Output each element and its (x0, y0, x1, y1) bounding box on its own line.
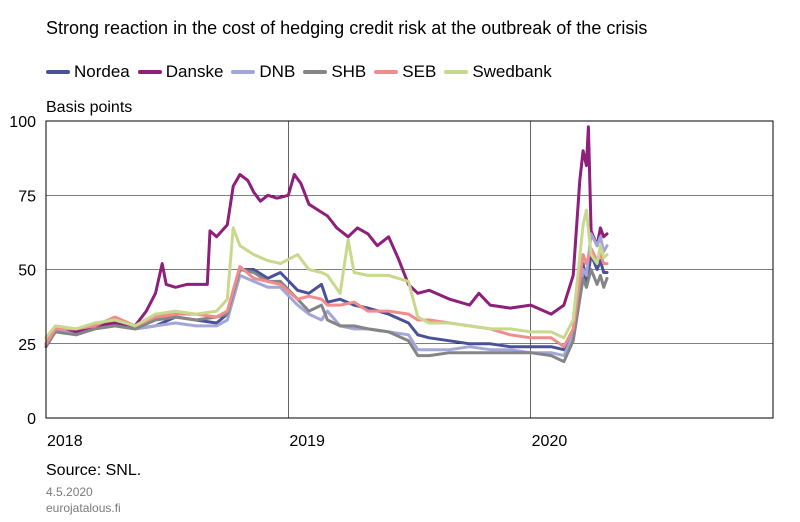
y-tick-labels: 0 25 50 75 100 (9, 114, 36, 428)
y-tick-label-75: 75 (18, 188, 36, 205)
x-tick-labels: 2018 2019 2020 (47, 433, 567, 450)
y-axis-unit-label: Basis points (46, 99, 133, 116)
legend-swatch-dnb (231, 70, 256, 74)
gridlines (46, 121, 773, 418)
x-tick-label-2018: 2018 (47, 433, 83, 450)
series-lines (44, 125, 609, 364)
legend-label-shb: SHB (331, 62, 367, 81)
legend-item-nordea: Nordea (46, 62, 130, 82)
legend-label-dnb: DNB (259, 62, 296, 81)
x-tick-label-2020: 2020 (532, 433, 568, 450)
y-tick-label-0: 0 (27, 411, 36, 428)
series-line-swedbank (44, 208, 609, 340)
legend-item-dnb: DNB (231, 62, 295, 82)
legend-item-swedbank: Swedbank (444, 62, 552, 82)
legend-label-nordea: Nordea (74, 62, 130, 81)
plot-frame (45, 120, 774, 419)
series-line-seb (44, 247, 609, 349)
y-tick-label-25: 25 (18, 337, 36, 354)
legend-item-danske: Danske (137, 62, 224, 82)
legend: Nordea Danske DNB SHB SEB Swedbank (46, 62, 560, 82)
legend-item-seb: SEB (374, 62, 436, 82)
series-line-danske (44, 125, 609, 346)
y-tick-label-100: 100 (9, 114, 36, 131)
legend-label-swedbank: Swedbank (472, 62, 552, 81)
publication-date: 4.5.2020 (46, 485, 93, 499)
x-tick-label-2019: 2019 (289, 433, 325, 450)
legend-swatch-swedbank (444, 70, 469, 74)
legend-swatch-nordea (46, 70, 70, 74)
legend-label-danske: Danske (165, 62, 224, 81)
legend-item-shb: SHB (303, 62, 366, 82)
series-line-shb (44, 268, 609, 364)
site-name: eurojatalous.fi (46, 501, 121, 515)
legend-swatch-danske (137, 70, 162, 74)
legend-label-seb: SEB (402, 62, 437, 81)
legend-swatch-shb (303, 70, 328, 74)
chart-title: Strong reaction in the cost of hedging c… (46, 18, 648, 38)
source-note: Source: SNL. (46, 462, 142, 479)
legend-swatch-seb (374, 70, 399, 74)
y-tick-label-50: 50 (18, 263, 36, 280)
